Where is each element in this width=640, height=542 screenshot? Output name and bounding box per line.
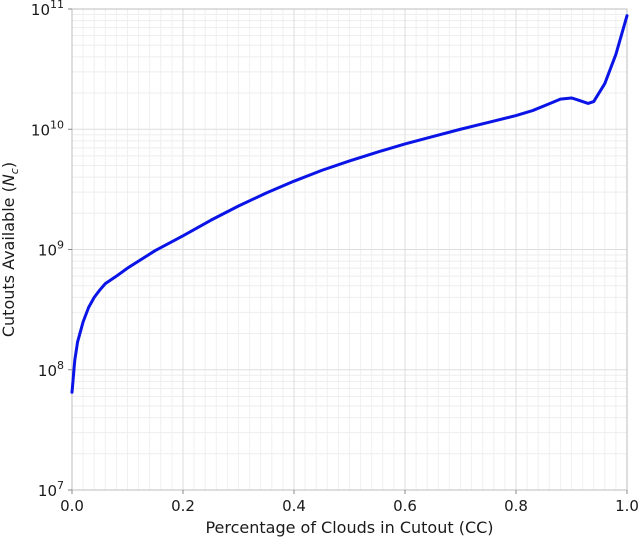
x-tick-label: 1.0	[615, 497, 639, 515]
y-tick-label: 1011	[31, 0, 64, 19]
x-tick-label: 0.8	[504, 497, 528, 515]
x-axis: 0.0 0.2 0.4 0.6 0.8 1.0	[60, 490, 639, 515]
x-tick-label: 0.0	[60, 497, 84, 515]
y-axis: 10710810910101011	[31, 0, 72, 500]
y-tick-label: 1010	[31, 118, 64, 139]
y-tick-label: 109	[38, 239, 64, 260]
y-tick-label: 108	[38, 359, 64, 380]
x-tick-label: 0.6	[393, 497, 417, 515]
x-tick-label: 0.2	[171, 497, 195, 515]
y-axis-label: Cutouts Available (Nc)	[0, 162, 21, 337]
x-tick-label: 0.4	[282, 497, 306, 515]
x-axis-label: Percentage of Clouds in Cutout (CC)	[205, 518, 493, 537]
